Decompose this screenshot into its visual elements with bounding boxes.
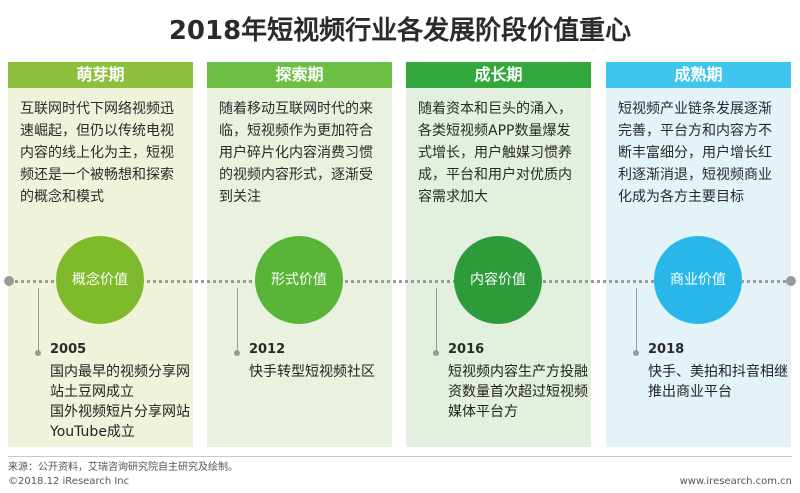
- year-label: 2012: [249, 342, 286, 357]
- value-circle: 商业价值: [654, 236, 742, 324]
- stage-description: 随着移动互联网时代的来临，短视频作为更加符合用户碎片化内容消费习惯的视频内容形式…: [219, 101, 373, 205]
- stage-header: 探索期: [207, 62, 392, 88]
- value-circle: 形式价值: [255, 236, 343, 324]
- year-stem: [436, 288, 437, 352]
- value-circle: 内容价值: [454, 236, 542, 324]
- milestone-event: 短视频内容生产方投融资数量首次超过短视频媒体平台方: [448, 364, 588, 420]
- year-stem: [636, 288, 637, 352]
- stage-column-1: 萌芽期 互联网时代下网络视频迅速崛起，但仍以传统电视内容的线上化为主，短视频还是…: [8, 62, 193, 447]
- page-title: 2018年短视频行业各发展阶段价值重心: [168, 16, 632, 46]
- stage-header: 成熟期: [606, 62, 791, 88]
- year-dot: [234, 350, 240, 356]
- timeline-axis: [8, 280, 792, 283]
- year-label: 2005: [50, 342, 87, 357]
- stage-header: 成长期: [406, 62, 591, 88]
- stage-description: 短视频产业链条发展逐渐完善，平台方和内容方不断丰富细分，用户增长红利逐渐消退，短…: [618, 101, 772, 205]
- stage-description: 随着资本和巨头的涌入，各类短视频APP数量爆发式增长，用户触媒习惯养成，平台和用…: [418, 101, 572, 205]
- source-note: 来源：公开资料，艾瑞咨询研究院自主研究及绘制。: [8, 462, 238, 473]
- year-label: 2016: [448, 342, 485, 357]
- milestone-event: 快手转型短视频社区: [249, 364, 375, 380]
- milestone-event: 国内最早的视频分享网站土豆网成立 国外视频短片分享网站YouTube成立: [50, 364, 190, 440]
- year-dot: [433, 350, 439, 356]
- copyright: ©2018.12 iResearch Inc: [8, 476, 130, 487]
- stage-header: 萌芽期: [8, 62, 193, 88]
- website: www.iresearch.com.cn: [679, 476, 792, 487]
- footer-divider: [8, 456, 792, 457]
- stage-description: 互联网时代下网络视频迅速崛起，但仍以传统电视内容的线上化为主，短视频还是一个被畅…: [20, 101, 174, 205]
- timeline-end-dot: [786, 276, 796, 286]
- timeline-start-dot: [4, 276, 14, 286]
- year-label: 2018: [648, 342, 685, 357]
- year-dot: [35, 350, 41, 356]
- value-circle: 概念价值: [56, 236, 144, 324]
- year-stem: [38, 288, 39, 352]
- year-dot: [633, 350, 639, 356]
- milestone-event: 快手、美拍和抖音相继推出商业平台: [648, 364, 788, 400]
- year-stem: [237, 288, 238, 352]
